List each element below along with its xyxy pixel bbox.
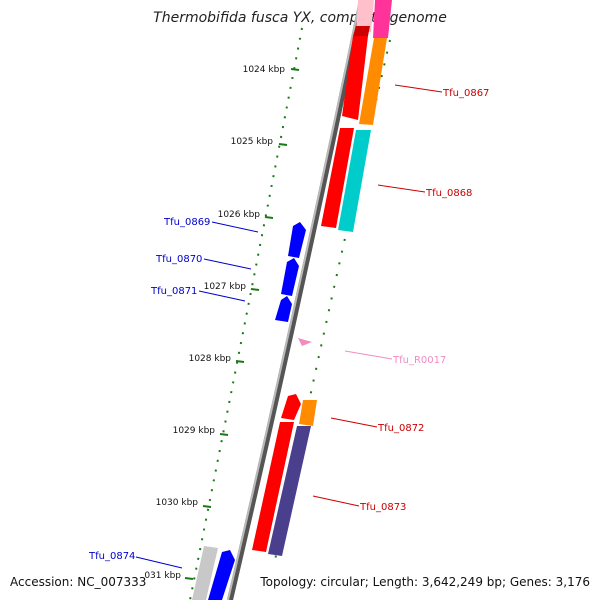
leader-line-tfu-0867 xyxy=(394,84,443,93)
tick-mark xyxy=(250,288,260,291)
gene-label-tfu-0870: Tfu_0870 xyxy=(155,254,202,265)
gene-arrow-tfu-0873 xyxy=(252,422,294,552)
gene-label-tfu-r0017: Tfu_R0017 xyxy=(392,355,446,366)
tick-mark xyxy=(202,505,212,508)
gene-arrow-tfu-0872 xyxy=(281,394,301,420)
tick-mark xyxy=(235,360,245,363)
gene-label-tfu-0873: Tfu_0873 xyxy=(359,502,406,513)
gene-label-tfu-0868: Tfu_0868 xyxy=(425,188,472,199)
leader-line-tfu-0868 xyxy=(377,184,426,193)
cog-block-slate-0873 xyxy=(268,426,311,556)
gene-arrow-tfu-0869 xyxy=(288,222,306,258)
gene-arrow-tfu-0874 xyxy=(208,550,235,600)
map-title: Thermobifida fusca YX, complete genome xyxy=(153,10,447,26)
gene-arrow-tfu-0868 xyxy=(321,128,354,228)
genome-backbone-highlight xyxy=(227,0,361,600)
tick-mark xyxy=(278,143,288,146)
gene-label-tfu-0869: Tfu_0869 xyxy=(163,217,210,228)
tick-label: 031 kbp xyxy=(144,571,181,581)
cog-block-orange-0872 xyxy=(299,400,317,426)
leader-line-tfu-0873 xyxy=(312,495,360,507)
gene-arrow-tfu-0871 xyxy=(275,296,292,322)
tick-marks xyxy=(184,68,300,580)
gene-arrow-tfu-0867-tip xyxy=(353,26,370,36)
accession-label: Accession: NC_007333 xyxy=(10,575,147,589)
tick-label: 1025 kbp xyxy=(231,137,274,147)
gene-label-tfu-0874: Tfu_0874 xyxy=(88,551,135,562)
tick-label: 1024 kbp xyxy=(243,65,286,75)
leader-line-tfu-0871 xyxy=(198,290,246,302)
leader-line-tfu-r0017 xyxy=(344,350,393,360)
leader-line-tfu-0874 xyxy=(135,556,183,569)
gene-arrow-tfu-0870 xyxy=(281,258,299,296)
tick-mark xyxy=(184,577,194,580)
cog-block-cyan-0868 xyxy=(338,130,371,232)
tick-mark xyxy=(264,216,274,219)
gene-label-tfu-0872: Tfu_0872 xyxy=(377,423,424,434)
tick-label: 1026 kbp xyxy=(218,210,261,220)
tick-label: 1027 kbp xyxy=(204,282,247,292)
feature-tfu-r0017 xyxy=(298,338,312,346)
tick-mark xyxy=(290,68,300,71)
feature-lightpink-top xyxy=(356,0,374,32)
leader-line-tfu-0872 xyxy=(330,417,378,428)
tick-label: 1029 kbp xyxy=(173,426,216,436)
tick-label: 1028 kbp xyxy=(189,354,232,364)
gene-label-tfu-0867: Tfu_0867 xyxy=(442,88,489,99)
tick-label: 1030 kbp xyxy=(156,498,199,508)
gene-arrow-tfu-0867 xyxy=(342,36,368,120)
genome-summary: Topology: circular; Length: 3,642,249 bp… xyxy=(260,575,590,589)
tick-mark xyxy=(219,433,229,436)
leader-line-tfu-0870 xyxy=(203,258,252,270)
feature-pink-top xyxy=(373,0,392,38)
leader-line-tfu-0869 xyxy=(211,221,259,233)
cog-block-orange-0867 xyxy=(359,38,387,125)
gene-label-tfu-0871: Tfu_0871 xyxy=(150,286,197,297)
genome-backbone xyxy=(227,0,365,600)
feature-grey-bottom xyxy=(192,546,218,600)
